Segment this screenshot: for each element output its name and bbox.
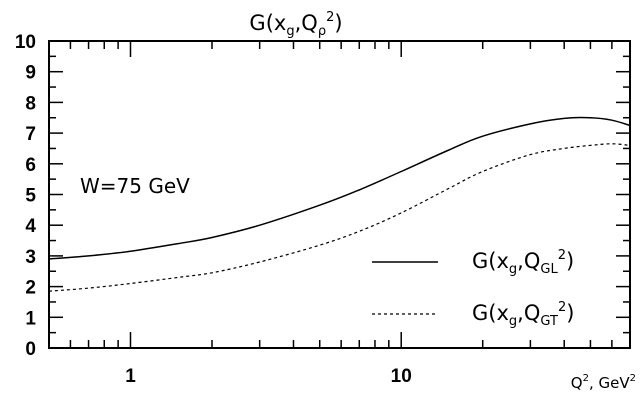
x-axis-label: Q2, GeV2 bbox=[571, 373, 636, 392]
y-tick-label: 7 bbox=[25, 124, 36, 145]
y-tick-label: 3 bbox=[25, 247, 36, 268]
y-tick-label: 10 bbox=[15, 32, 36, 53]
series-line-gl bbox=[48, 116, 631, 260]
y-tick-label: 9 bbox=[25, 63, 36, 84]
y-axis: 0 1 2 3 4 5 6 7 8 9 10 bbox=[15, 32, 630, 360]
y-tick-label: 2 bbox=[25, 278, 36, 299]
x-axis: 1 10 bbox=[48, 41, 631, 387]
series-lines bbox=[48, 116, 631, 292]
y-tick-label: 6 bbox=[25, 155, 36, 176]
legend-label-gt: G(xg,QGT2) bbox=[472, 300, 574, 329]
x-tick-label: 10 bbox=[391, 366, 412, 387]
y-tick-label: 1 bbox=[25, 308, 36, 329]
legend-label-gl: G(xg,QGL2) bbox=[472, 248, 574, 277]
series-line-gt bbox=[48, 143, 631, 292]
y-tick-label: 0 bbox=[25, 339, 36, 360]
y-tick-label: 5 bbox=[25, 186, 36, 207]
x-tick-label: 1 bbox=[125, 366, 136, 387]
y-tick-label: 8 bbox=[25, 93, 36, 114]
chart-title: G(xg,Qρ2) bbox=[249, 10, 342, 39]
y-tick-label: 4 bbox=[25, 216, 36, 237]
legend: G(xg,QGL2) G(xg,QGT2) bbox=[372, 248, 574, 329]
annotation-energy: W=75 GeV bbox=[80, 174, 190, 198]
